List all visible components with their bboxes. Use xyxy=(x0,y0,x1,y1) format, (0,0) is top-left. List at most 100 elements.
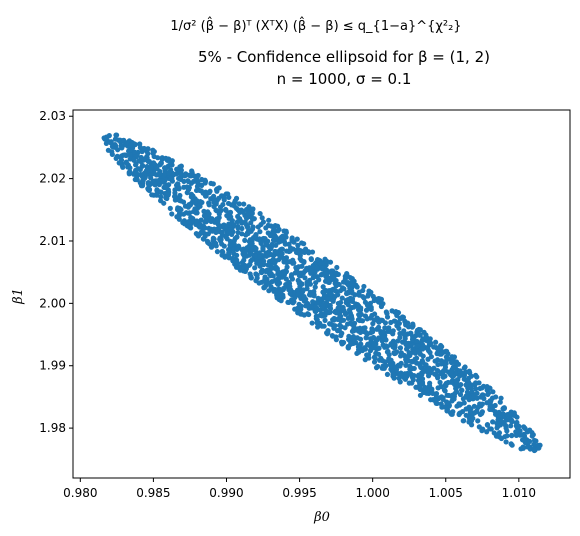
scatter-point xyxy=(391,371,397,377)
scatter-point xyxy=(508,418,515,424)
scatter-point xyxy=(308,270,314,276)
scatter-point xyxy=(396,320,402,327)
scatter-point xyxy=(453,382,459,388)
scatter-point xyxy=(169,158,175,164)
scatter-point xyxy=(258,269,265,276)
scatter-point xyxy=(513,429,519,435)
scatter-point xyxy=(115,137,122,143)
scatter-point xyxy=(302,275,308,281)
scatter-point xyxy=(317,261,324,267)
scatter-point xyxy=(127,152,133,158)
scatter-point xyxy=(395,310,402,316)
scatter-point xyxy=(273,234,279,241)
scatter-point xyxy=(438,384,444,390)
scatter-point xyxy=(224,212,230,219)
scatter-point xyxy=(232,199,238,205)
scatter-point xyxy=(458,387,465,393)
scatter-point xyxy=(365,352,372,358)
scatter-point xyxy=(403,362,409,368)
scatter-point xyxy=(327,259,334,265)
scatter-point xyxy=(109,143,116,150)
scatter-point xyxy=(121,137,127,143)
scatter-point xyxy=(430,390,436,396)
scatter-point xyxy=(294,287,301,293)
scatter-point xyxy=(290,300,296,306)
scatter-point xyxy=(172,193,178,199)
scatter-point xyxy=(219,252,225,258)
scatter-point xyxy=(289,276,296,282)
scatter-point xyxy=(308,256,314,262)
scatter-point xyxy=(180,199,187,205)
scatter-point xyxy=(404,346,410,352)
scatter-point xyxy=(344,271,350,277)
scatter-point xyxy=(256,280,262,286)
scatter-point xyxy=(239,231,245,237)
scatter-point xyxy=(354,335,360,341)
scatter-point xyxy=(249,240,255,247)
scatter-point xyxy=(284,264,290,270)
scatter-point xyxy=(345,345,351,351)
scatter-point xyxy=(139,183,146,189)
scatter-point xyxy=(211,193,217,199)
scatter-point xyxy=(369,312,375,319)
scatter-points xyxy=(101,132,543,454)
scatter-point xyxy=(154,187,160,193)
scatter-point xyxy=(422,384,428,391)
scatter-point xyxy=(531,437,538,444)
scatter-point xyxy=(421,389,427,396)
scatter-point xyxy=(474,395,480,401)
scatter-point xyxy=(270,273,276,279)
scatter-point xyxy=(332,288,338,294)
scatter-point xyxy=(231,241,237,247)
scatter-point xyxy=(255,260,261,266)
scatter-point xyxy=(186,172,192,178)
scatter-point xyxy=(301,294,307,300)
scatter-point xyxy=(462,364,468,370)
scatter-point xyxy=(504,412,511,418)
scatter-point xyxy=(419,337,425,343)
scatter-point xyxy=(260,244,266,250)
scatter-point xyxy=(479,410,485,416)
scatter-point xyxy=(332,294,338,300)
scatter-point xyxy=(286,279,292,285)
scatter-point xyxy=(314,256,321,263)
scatter-point xyxy=(177,205,183,212)
scatter-point xyxy=(420,346,426,352)
scatter-point xyxy=(313,313,319,319)
title-line-formula: 1/σ² (β̂ − β)ᵀ (XᵀX) (β̂ − β) ≤ q_{1−a}^… xyxy=(170,17,461,34)
scatter-point xyxy=(148,172,154,178)
scatter-point xyxy=(349,316,355,322)
scatter-point xyxy=(366,291,372,297)
scatter-point xyxy=(356,291,362,297)
scatter-point xyxy=(371,297,378,303)
scatter-point xyxy=(511,410,517,416)
scatter-point xyxy=(289,272,295,278)
scatter-point xyxy=(463,412,469,418)
scatter-point xyxy=(417,327,423,333)
scatter-point xyxy=(221,197,227,203)
scatter-point xyxy=(527,446,533,452)
scatter-point xyxy=(443,383,449,389)
scatter-point xyxy=(257,229,263,235)
scatter-point xyxy=(214,249,221,255)
scatter-point xyxy=(426,365,432,371)
scatter-point xyxy=(210,235,216,241)
scatter-point xyxy=(268,252,274,258)
scatter-point xyxy=(268,283,274,290)
scatter-point xyxy=(253,245,259,252)
scatter-point xyxy=(503,439,509,445)
title-line-main: 5% - Confidence ellipsoid for β = (1, 2) xyxy=(198,48,490,66)
scatter-point xyxy=(227,238,233,244)
scatter-point xyxy=(349,281,355,287)
scatter-point xyxy=(226,230,232,236)
scatter-point xyxy=(449,373,456,379)
x-tick-label: 0.985 xyxy=(136,486,170,500)
scatter-point xyxy=(376,345,382,351)
scatter-point xyxy=(186,218,192,225)
scatter-point xyxy=(468,373,474,379)
scatter-point xyxy=(120,164,126,170)
scatter-point xyxy=(308,303,314,309)
scatter-point xyxy=(325,328,331,334)
scatter-point xyxy=(431,365,437,371)
scatter-point xyxy=(114,153,120,159)
